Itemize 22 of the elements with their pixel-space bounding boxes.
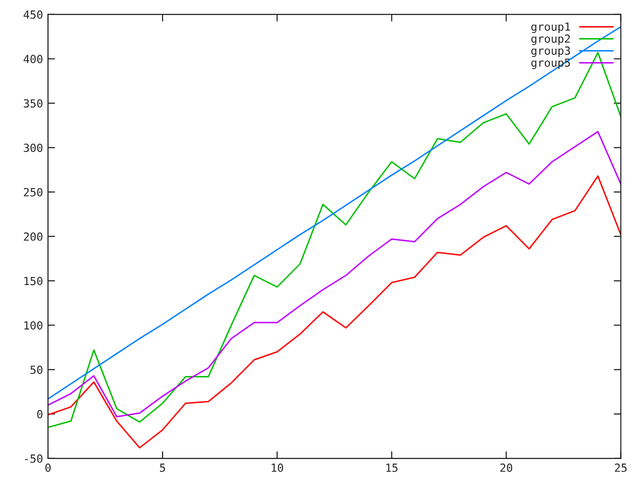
y-tick-label: 150 <box>24 276 42 286</box>
y-tick-label: -50 <box>25 454 42 463</box>
x-tick-label: 10 <box>272 464 284 472</box>
y-tick-label: 250 <box>24 188 42 196</box>
x-tick-label: 20 <box>500 464 512 472</box>
line-series <box>48 130 621 418</box>
y-tick-label: 200 <box>24 232 42 241</box>
line-series <box>48 175 621 448</box>
x-tick-label: 0 <box>45 464 51 472</box>
y-tick-label: 450 <box>24 10 42 19</box>
x-tick-label: 25 <box>614 464 627 472</box>
legend-label: group3 <box>531 46 570 58</box>
y-tick-label: 50 <box>30 366 42 374</box>
legend-label: group2 <box>531 34 570 46</box>
y-tick-label: 0 <box>37 410 42 418</box>
y-tick-label: 400 <box>24 54 42 64</box>
y-tick-label: 350 <box>24 99 42 108</box>
legend-label: group1 <box>531 22 570 34</box>
y-tick-label: 100 <box>24 321 42 330</box>
x-tick-label: 5 <box>160 464 166 472</box>
y-tick-label: 300 <box>24 144 42 152</box>
x-tick-label: 15 <box>386 464 398 472</box>
